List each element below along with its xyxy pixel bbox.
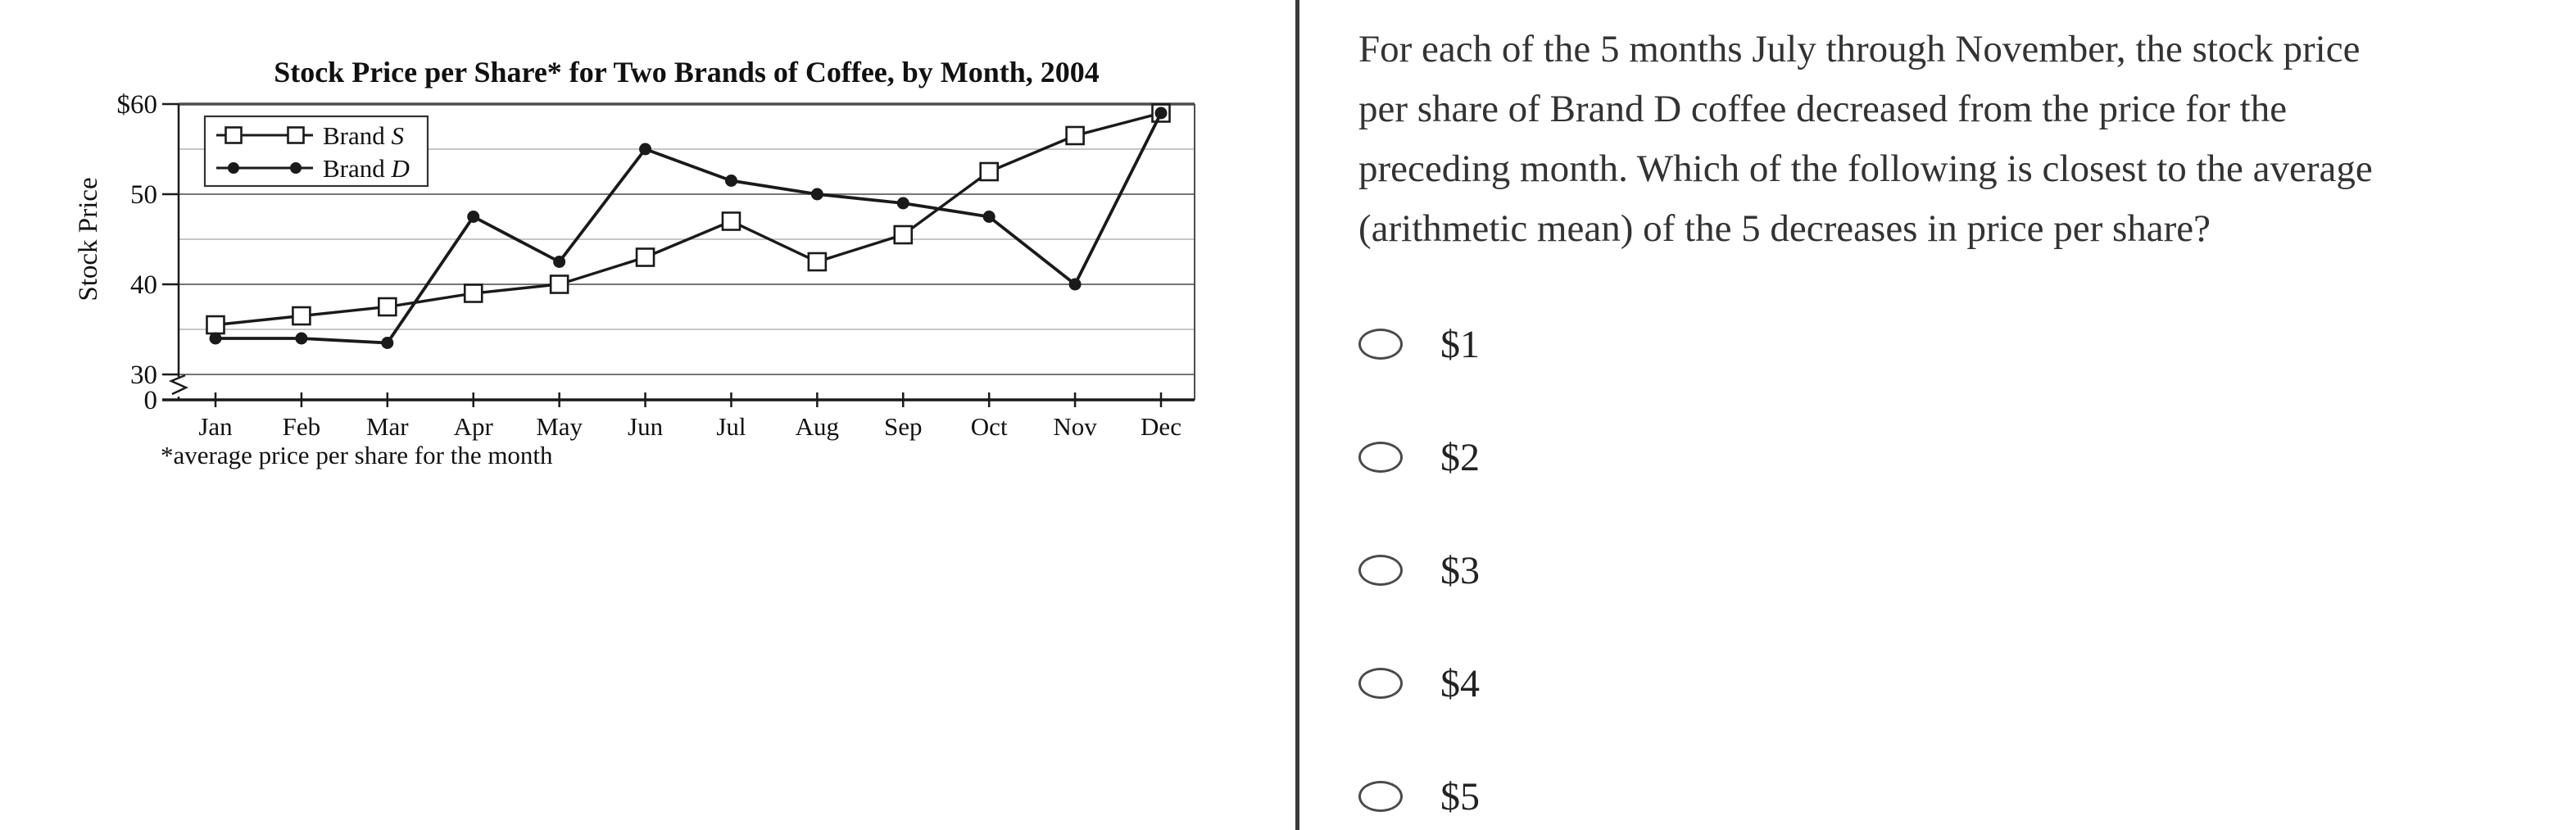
- stock-chart: $60 50 40 300 Jan Feb Mar Apr May Jun Jul Aug Sep Oct…: [74, 56, 1195, 469]
- brand-s-marker-jun: [635, 247, 655, 267]
- brand-d-marker-dec: [1154, 107, 1168, 120]
- x-tick-label-jul: Jul: [716, 412, 746, 441]
- options-list: $1 $2 $3 $4 $5: [1358, 288, 1480, 830]
- option-label: $4: [1440, 661, 1480, 705]
- brand-s-marker-may: [549, 274, 569, 294]
- x-tick-label-apr: Apr: [454, 412, 494, 441]
- panel-divider: [1295, 0, 1299, 830]
- brand-d-marker-nov: [1068, 278, 1082, 291]
- radio-button[interactable]: [1358, 668, 1403, 699]
- brand-s-marker-oct: [979, 161, 999, 182]
- option-label: $2: [1440, 435, 1480, 479]
- radio-button[interactable]: [1358, 442, 1403, 473]
- brand-d-marker-jan: [209, 332, 222, 345]
- option-row-3[interactable]: $3: [1358, 514, 1480, 627]
- legend-label-d: Brand D: [323, 154, 410, 183]
- brand-s-marker-sep: [893, 225, 914, 245]
- option-label: $1: [1440, 322, 1480, 366]
- brand-d-marker-oct: [982, 211, 995, 223]
- x-tick-label-feb: Feb: [283, 412, 321, 441]
- brand-s-line: [215, 111, 1162, 327]
- brand-d-marker-may: [553, 256, 566, 268]
- x-tick-label-nov: Nov: [1053, 412, 1097, 441]
- chart-footnote: *average price per share for the month: [161, 441, 553, 469]
- chart-title: Stock Price per Share* for Two Brands of…: [274, 56, 1100, 88]
- y-tick-label-50: 50: [130, 180, 157, 210]
- x-tick-label-aug: Aug: [796, 412, 839, 441]
- x-tick-label-may: May: [536, 412, 583, 441]
- x-tick-label-mar: Mar: [366, 412, 409, 441]
- brand-d-marker-sep: [896, 197, 909, 210]
- option-row-2[interactable]: $2: [1358, 401, 1480, 514]
- question-line: For each of the 5 months July through No…: [1358, 28, 2361, 70]
- radio-button[interactable]: [1358, 555, 1403, 586]
- brand-d-marker-apr: [467, 211, 480, 223]
- question-line: per share of Brand D coffee decreased fr…: [1358, 88, 2288, 130]
- brand-d-line: [215, 112, 1163, 345]
- question-line: (arithmetic mean) of the 5 decreases in …: [1358, 207, 2211, 250]
- radio-button[interactable]: [1358, 329, 1403, 360]
- legend-marker-s: [224, 126, 243, 144]
- brand-d-marker-feb: [295, 332, 308, 345]
- x-tick-label-jun: Jun: [628, 412, 664, 441]
- brand-s-marker-feb: [292, 306, 311, 326]
- y-tick-label-30: 30: [130, 361, 157, 390]
- chart-panel: $60 50 40 30 0 Jan Feb Mar Apr May Jun Jul Aug Sep Oct…: [74, 56, 1195, 469]
- question-panel: For each of the 5 months July through No…: [1299, 0, 2576, 830]
- brand-s-marker-nov: [1065, 125, 1085, 146]
- x-tick-label-oct: Oct: [971, 412, 1008, 441]
- brand-d-marker-jun: [639, 143, 652, 156]
- y-tick-label-40: 40: [130, 270, 157, 300]
- brand-s-marker-mar: [378, 297, 397, 317]
- brand-s-marker-aug: [807, 252, 828, 272]
- option-row-4[interactable]: $4: [1358, 627, 1480, 740]
- brand-d-marker-jul: [724, 175, 737, 187]
- legend-marker-s: [287, 126, 305, 144]
- question-line: preceding month. Which of the following …: [1358, 147, 2373, 190]
- brand-s-marker-jan: [206, 315, 225, 335]
- option-row-5[interactable]: $5: [1358, 740, 1480, 830]
- y-tick-label-0: 0: [144, 386, 158, 415]
- x-tick-label-jan: Jan: [198, 412, 233, 441]
- brand-d-marker-mar: [381, 337, 394, 349]
- x-tick-label-sep: Sep: [884, 412, 923, 441]
- y-axis-title: Stock Price: [74, 177, 103, 301]
- brand-d-marker-aug: [810, 188, 823, 201]
- brand-s-marker-apr: [463, 283, 483, 303]
- legend-label-s: Brand S: [323, 121, 404, 150]
- y-tick-label-60: $60: [117, 90, 158, 120]
- legend-marker-d: [228, 162, 239, 174]
- legend-marker-d: [290, 162, 302, 174]
- option-label: $5: [1440, 774, 1480, 819]
- x-tick-label-dec: Dec: [1141, 412, 1181, 441]
- radio-button[interactable]: [1358, 781, 1403, 812]
- y-axis-break: [168, 374, 189, 396]
- question-text: For each of the 5 months July through No…: [1358, 20, 2373, 259]
- option-label: $3: [1440, 548, 1480, 592]
- option-row-1[interactable]: $1: [1358, 288, 1480, 401]
- brand-s-marker-jul: [721, 211, 742, 231]
